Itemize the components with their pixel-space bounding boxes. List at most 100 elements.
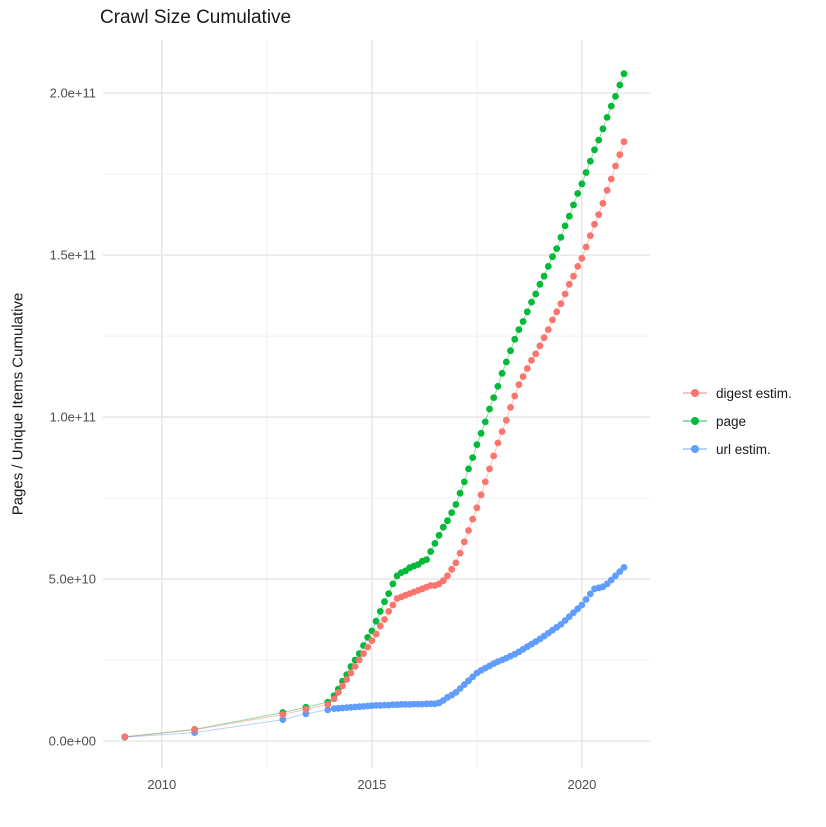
y-tick-label: 5.0e+10: [49, 572, 96, 587]
data-point: [279, 711, 287, 718]
data-point: [473, 441, 481, 448]
data-point: [448, 565, 456, 573]
data-point: [511, 392, 519, 400]
data-point: [591, 146, 598, 154]
data-point: [532, 350, 540, 358]
data-point: [444, 517, 451, 525]
data-point: [444, 572, 451, 580]
data-point: [477, 491, 485, 499]
legend-item-digest-estim: digest estim.: [683, 379, 792, 407]
data-point: [465, 465, 472, 473]
data-point: [347, 669, 355, 677]
data-point: [490, 394, 498, 401]
data-point: [498, 369, 506, 377]
data-point: [578, 254, 586, 262]
data-point: [486, 465, 493, 473]
data-point: [469, 454, 477, 461]
data-point: [360, 650, 367, 657]
data-point: [191, 726, 199, 734]
data-point: [561, 290, 569, 298]
data-point: [574, 263, 582, 270]
data-point: [599, 199, 607, 207]
data-point: [439, 523, 447, 531]
legend-item-url-estim: url estim.: [683, 435, 792, 463]
data-point: [460, 538, 468, 546]
data-point: [536, 280, 544, 288]
data-point: [582, 243, 590, 251]
data-point: [389, 601, 397, 609]
chart-title: Crawl Size Cumulative: [100, 7, 292, 28]
x-tick-label: 2010: [147, 777, 176, 792]
data-point: [582, 169, 590, 176]
data-point: [536, 342, 544, 350]
data-point: [528, 357, 535, 364]
data-point: [452, 559, 460, 567]
data-point: [456, 549, 464, 557]
data-point: [452, 501, 460, 508]
data-point: [507, 347, 514, 355]
data-point: [481, 478, 489, 486]
data-point: [553, 245, 561, 253]
legend-label-page: page: [716, 413, 747, 429]
data-point: [511, 335, 519, 343]
data-point: [502, 358, 510, 366]
data-point: [616, 151, 624, 159]
data-point: [448, 509, 456, 516]
data-point: [607, 576, 615, 584]
data-point: [620, 138, 628, 146]
data-point: [540, 272, 548, 280]
data-point: [494, 439, 502, 447]
data-point: [460, 478, 468, 486]
data-point: [553, 308, 561, 316]
data-point: [389, 580, 397, 588]
data-point: [549, 253, 556, 261]
data-point: [376, 608, 384, 615]
data-point: [544, 263, 552, 270]
data-point: [540, 334, 548, 342]
legend-item-page: page: [683, 407, 792, 435]
data-point: [439, 577, 447, 585]
data-point: [279, 716, 287, 723]
legend-label-url-estim: url estim.: [716, 441, 771, 457]
data-point: [599, 125, 607, 133]
data-point: [302, 705, 310, 713]
data-point: [477, 429, 485, 437]
data-point: [334, 689, 342, 696]
data-point: [507, 404, 514, 411]
data-point: [586, 157, 594, 165]
data-point: [343, 676, 351, 683]
data-point: [578, 601, 586, 609]
data-point: [435, 531, 443, 539]
data-point: [423, 556, 430, 563]
data-point: [612, 93, 619, 100]
data-point: [565, 212, 573, 220]
data-point: [620, 70, 628, 78]
legend: digest estim. page url estim.: [683, 379, 792, 463]
data-point: [515, 326, 523, 333]
data-point: [381, 616, 388, 623]
data-point: [557, 300, 565, 308]
data-point: [494, 382, 502, 390]
data-point: [381, 598, 388, 606]
y-tick-label: 1.5e+11: [50, 248, 96, 263]
data-point: [595, 211, 603, 219]
data-point: [364, 643, 372, 651]
x-tick-label: 2015: [357, 777, 386, 792]
data-point: [498, 428, 506, 435]
data-point: [427, 548, 435, 555]
x-tick-label: 2020: [567, 777, 596, 792]
data-point: [591, 220, 598, 228]
data-point: [456, 489, 464, 497]
data-point: [481, 418, 489, 426]
data-point: [490, 452, 498, 460]
data-point: [603, 186, 611, 194]
data-point: [355, 656, 363, 664]
data-point: [431, 540, 439, 547]
data-point: [549, 316, 556, 324]
data-point: [612, 572, 619, 580]
data-point: [376, 622, 384, 630]
series-line-url-estim-: [124, 567, 625, 738]
data-point: [502, 416, 510, 424]
